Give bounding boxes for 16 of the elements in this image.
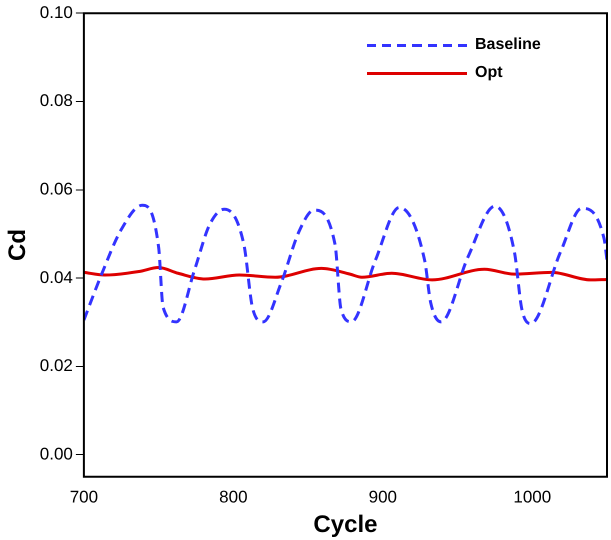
y-tick-label: 0.02 [40,356,73,376]
y-tick-label: 0.08 [40,91,73,110]
legend-label: Baseline [475,36,541,54]
y-tick-label: 0.06 [40,179,73,198]
legend-label: Opt [475,64,503,82]
line-series [84,204,607,326]
y-axis-title: Cd [4,229,32,261]
y-tick-label: 0.00 [40,444,73,464]
y-tick-label: 0.04 [40,268,73,287]
y-tick-label: 0.10 [40,2,73,22]
line-series [84,266,607,282]
x-tick-label: 1000 [513,488,552,507]
x-tick-label: 900 [368,488,397,507]
x-tick-label: 700 [70,488,98,507]
x-tick-label: 800 [219,488,248,507]
x-axis-title: Cycle [313,511,378,538]
